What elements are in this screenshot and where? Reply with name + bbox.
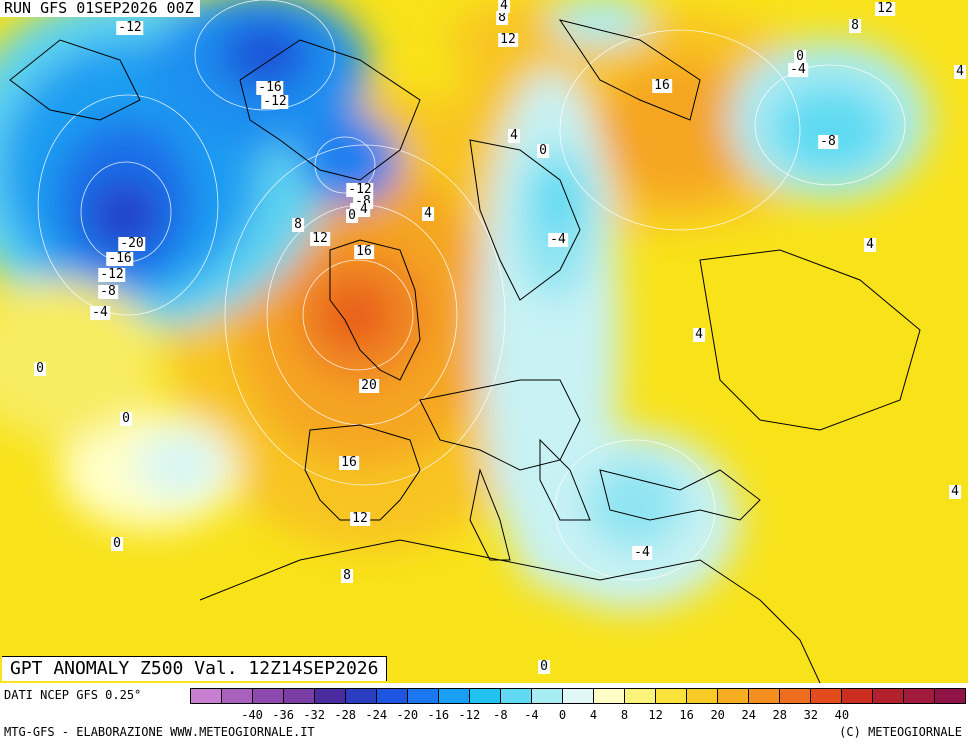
contour-label: -20 [118, 236, 146, 251]
contour-label: 4 [508, 128, 520, 143]
colorbar-tick-label: 32 [803, 708, 819, 722]
contour-label: -12 [346, 182, 374, 197]
contour-label: -4 [788, 62, 808, 77]
contour-label: 16 [354, 244, 374, 259]
contour-label: 4 [693, 327, 705, 342]
contour-label: 0 [538, 659, 550, 674]
colorbar [190, 688, 966, 704]
contour-label: -4 [632, 545, 652, 560]
contour-label: 0 [120, 411, 132, 426]
contour-label: -12 [98, 267, 126, 282]
colorbar-cell [284, 689, 315, 703]
contour-label: 0 [111, 536, 123, 551]
colorbar-cell [501, 689, 532, 703]
colorbar-cell [656, 689, 687, 703]
contour-label: 12 [498, 32, 518, 47]
contour-label: 8 [496, 10, 508, 25]
contour-label: 4 [498, 0, 510, 13]
data-source: DATI NCEP GFS 0.25° [4, 688, 142, 702]
colorbar-tick-label: 24 [741, 708, 756, 722]
colorbar-cell [346, 689, 377, 703]
anomaly-label: GPT ANOMALY Z500 Val. 12Z14SEP2026 [2, 656, 388, 681]
contour-label: 8 [849, 18, 861, 33]
footer: DATI NCEP GFS 0.25° -40 -36 -32 -28 -24 -20 -1… [0, 683, 968, 745]
contour-label: 0 [794, 49, 806, 64]
colorbar-cell [687, 689, 718, 703]
contour-label: -8 [818, 134, 838, 149]
run-label: RUN GFS 01SEP2026 00Z [0, 0, 200, 17]
colorbar-tick-label: -20 [396, 708, 419, 722]
colorbar-cell [842, 689, 873, 703]
colorbar-cell [532, 689, 563, 703]
colorbar-tick-label: 8 [620, 708, 629, 722]
colorbar-tick-label: -24 [365, 708, 388, 722]
colorbar-cell [904, 689, 935, 703]
contour-label: 12 [350, 511, 370, 526]
credit-right: (C) METEOGIORNALE [839, 725, 962, 739]
colorbar-tick-label: -12 [458, 708, 481, 722]
contour-label: -4 [90, 305, 110, 320]
contour-label: 4 [864, 237, 876, 252]
contour-label: 8 [341, 568, 353, 583]
colorbar-cell [408, 689, 439, 703]
coastlines [9, 19, 921, 683]
colorbar-tick-label: 16 [679, 708, 694, 722]
colorbar-cell [718, 689, 749, 703]
colorbar-tick-label: -32 [303, 708, 325, 722]
colorbar-cell [470, 689, 501, 703]
colorbar-cell [253, 689, 284, 703]
colorbar-tick-label: 0 [558, 708, 567, 722]
colorbar-cell [873, 689, 904, 703]
contour-label: 12 [310, 231, 330, 246]
colorbar-tick-label: -8 [493, 708, 508, 722]
contour-label: -4 [548, 232, 568, 247]
colorbar-cell [749, 689, 780, 703]
colorbar-tick-label: 40 [834, 708, 850, 722]
contour-label: 8 [292, 217, 304, 232]
contour-label: -16 [256, 80, 284, 95]
contour-label: 4 [422, 206, 434, 221]
colorbar-cell [191, 689, 222, 703]
contour-label: -8 [98, 284, 118, 299]
colorbar-tick-label: -36 [272, 708, 294, 722]
colorbar-cell [811, 689, 842, 703]
colorbar-tick-label: -28 [334, 708, 357, 722]
contour-label: 4 [949, 484, 961, 499]
colorbar-tick-label: 4 [589, 708, 598, 722]
colorbar-cell [377, 689, 408, 703]
contour-label: 16 [339, 455, 359, 470]
anomaly-map [0, 0, 968, 683]
colorbar-cell [315, 689, 346, 703]
colorbar-cell [625, 689, 656, 703]
colorbar-tick-label: -4 [524, 708, 539, 722]
colorbar-cell [222, 689, 253, 703]
colorbar-cell [780, 689, 811, 703]
colorbar-cell [563, 689, 594, 703]
contour-label: 0 [346, 208, 358, 223]
colorbar-tick-label: -16 [427, 708, 450, 722]
colorbar-cell [935, 689, 965, 703]
contour-label: 12 [875, 1, 895, 16]
contour-label: 16 [652, 78, 672, 93]
contour-label: -16 [106, 251, 134, 266]
credit-left: MTG-GFS - ELABORAZIONE WWW.METEOGIORNALE… [4, 725, 315, 739]
colorbar-tick-label: 28 [772, 708, 787, 722]
colorbar-tick-label: 12 [648, 708, 663, 722]
contour-label: -12 [261, 94, 289, 109]
colorbar-ticks: -40 -36 -32 -28 -24 -20 -16 -12 -8 -4 0 4 8 12 16 20 24 2… [190, 708, 966, 724]
contour-label: -12 [116, 20, 144, 35]
contour-label: 0 [34, 361, 46, 376]
colorbar-tick-label: -40 [241, 708, 263, 722]
colorbar-tick-label: 20 [710, 708, 725, 722]
contour-label: 4 [954, 64, 966, 79]
contour-label: 20 [359, 378, 379, 393]
colorbar-cell [439, 689, 470, 703]
colorbar-cell [594, 689, 625, 703]
contour-label: 0 [537, 143, 549, 158]
